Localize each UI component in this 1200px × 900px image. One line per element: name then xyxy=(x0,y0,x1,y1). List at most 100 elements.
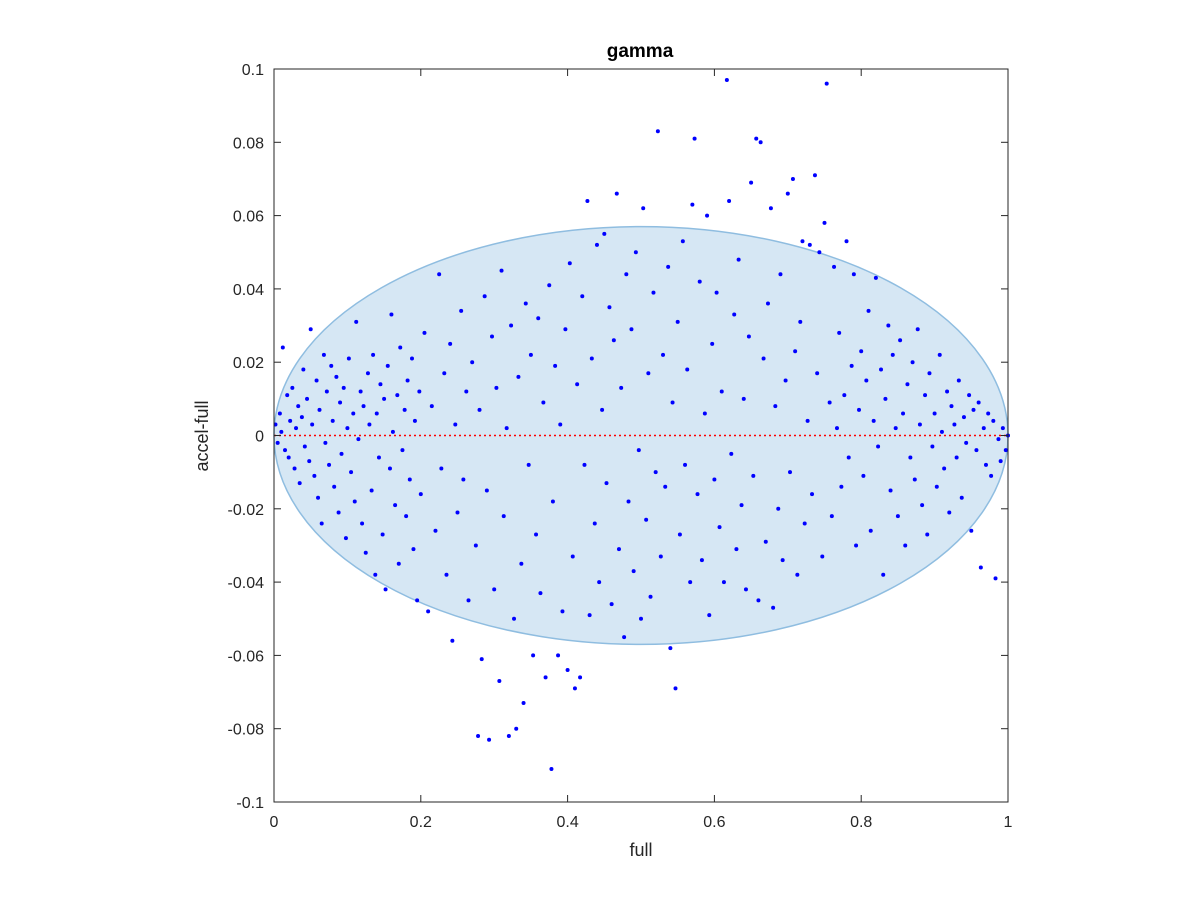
data-point xyxy=(959,495,964,500)
data-point xyxy=(866,308,871,313)
data-point xyxy=(854,543,859,548)
data-point xyxy=(422,330,427,335)
data-point xyxy=(861,473,866,478)
data-point xyxy=(871,418,876,423)
data-point xyxy=(405,378,410,383)
data-point xyxy=(351,411,356,416)
data-point xyxy=(790,176,795,181)
data-point xyxy=(411,547,416,552)
data-point xyxy=(459,308,464,313)
data-point xyxy=(323,440,328,445)
data-point xyxy=(949,404,954,409)
y-tick-label: 0 xyxy=(255,429,264,446)
y-axis-ticks: -0.1 -0.08 -0.06 -0.04 -0.02 0 0.02 0.04 0.06 0.0… xyxy=(228,62,1008,812)
data-point xyxy=(506,734,511,739)
data-point xyxy=(429,404,434,409)
data-point xyxy=(477,407,482,412)
data-point xyxy=(890,352,895,357)
data-point xyxy=(514,726,519,731)
data-point xyxy=(336,510,341,515)
data-point xyxy=(308,327,313,332)
data-point xyxy=(290,385,295,390)
data-point xyxy=(717,525,722,530)
data-point xyxy=(390,429,395,434)
x-tick-label: 0.6 xyxy=(703,814,725,831)
y-tick-label: -0.08 xyxy=(228,722,265,739)
data-point xyxy=(688,580,693,585)
data-point xyxy=(563,327,568,332)
data-point xyxy=(616,547,621,552)
data-point xyxy=(558,422,563,427)
data-point xyxy=(439,466,444,471)
data-point xyxy=(1000,426,1005,431)
data-point xyxy=(893,426,898,431)
data-point xyxy=(945,389,950,394)
data-point xyxy=(912,477,917,482)
data-point xyxy=(378,382,383,387)
data-point xyxy=(501,514,506,519)
data-point xyxy=(543,675,548,680)
data-point xyxy=(352,499,357,504)
y-tick-label: 0.04 xyxy=(233,282,264,299)
data-point xyxy=(358,389,363,394)
data-point xyxy=(624,272,629,277)
data-point xyxy=(448,341,453,346)
data-point xyxy=(380,532,385,537)
data-point xyxy=(373,572,378,577)
x-tick-label: 0.8 xyxy=(850,814,872,831)
data-point xyxy=(509,323,514,328)
data-point xyxy=(494,385,499,390)
data-point xyxy=(655,129,660,134)
data-point xyxy=(479,657,484,662)
data-point xyxy=(798,319,803,324)
data-point xyxy=(675,319,680,324)
data-point xyxy=(369,488,374,493)
data-point xyxy=(600,407,605,412)
data-point xyxy=(901,411,906,416)
data-point xyxy=(989,473,994,478)
data-point xyxy=(345,426,350,431)
data-point xyxy=(277,411,282,416)
data-point xyxy=(756,598,761,603)
data-point xyxy=(395,393,400,398)
data-point xyxy=(283,448,288,453)
data-point xyxy=(547,283,552,288)
data-point xyxy=(685,367,690,372)
data-point xyxy=(969,528,974,533)
data-point xyxy=(812,173,817,178)
data-point xyxy=(641,206,646,211)
data-point xyxy=(609,602,614,607)
data-point xyxy=(964,440,969,445)
data-point xyxy=(349,470,354,475)
data-point xyxy=(310,422,315,427)
data-point xyxy=(976,400,981,405)
data-point xyxy=(864,378,869,383)
data-point xyxy=(639,616,643,621)
data-point xyxy=(402,407,407,412)
data-point xyxy=(795,572,800,577)
data-point xyxy=(683,462,688,467)
data-point xyxy=(339,451,344,456)
data-point xyxy=(800,239,805,244)
data-point xyxy=(923,393,928,398)
data-point xyxy=(974,448,979,453)
data-point xyxy=(856,407,861,412)
data-point xyxy=(810,492,815,497)
x-tick-label: 0.2 xyxy=(410,814,432,831)
data-point xyxy=(658,554,663,559)
data-point xyxy=(622,635,627,640)
y-tick-label: -0.1 xyxy=(236,795,264,812)
data-point xyxy=(521,701,526,706)
data-point xyxy=(473,543,478,548)
data-point xyxy=(1003,448,1008,453)
data-point xyxy=(512,616,517,621)
data-point xyxy=(327,462,332,467)
data-point xyxy=(743,587,748,592)
data-point xyxy=(788,470,793,475)
data-point xyxy=(802,521,807,526)
data-point xyxy=(661,352,666,357)
data-point xyxy=(925,532,930,537)
data-point xyxy=(476,734,481,739)
data-point xyxy=(433,528,438,533)
data-point xyxy=(275,440,280,445)
